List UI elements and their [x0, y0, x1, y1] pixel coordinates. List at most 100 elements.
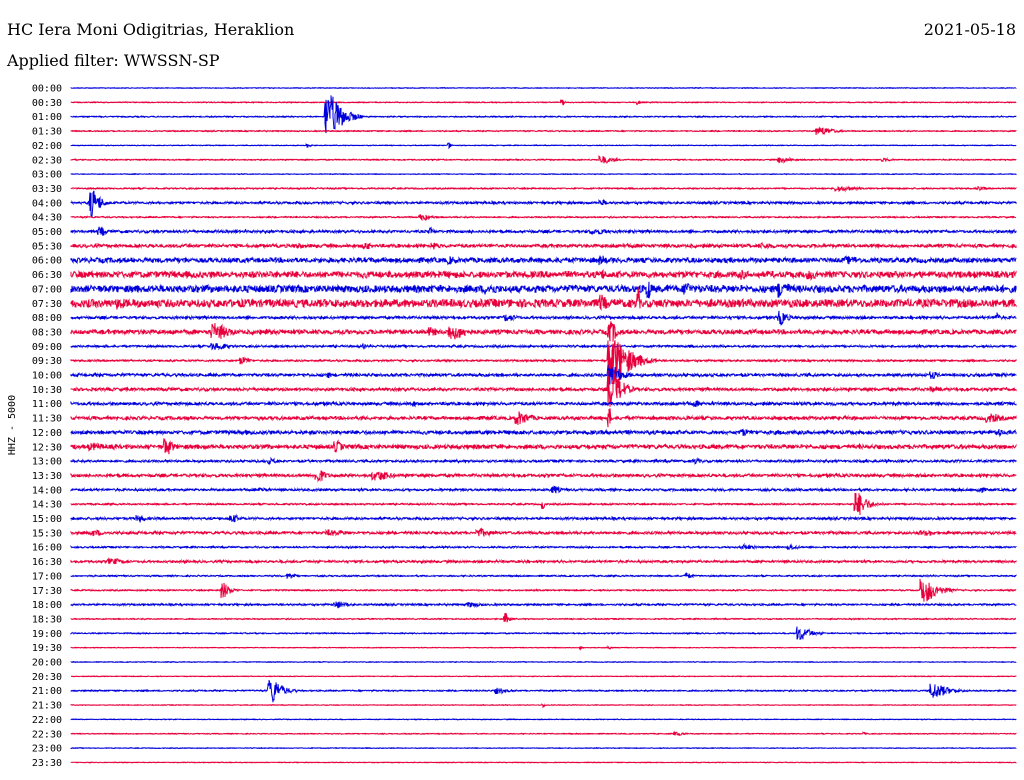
trace-line	[70, 644, 1017, 651]
trace-line	[70, 190, 1017, 218]
time-label: 11:30	[32, 414, 62, 425]
trace-line	[70, 142, 1017, 150]
trace-line	[70, 185, 1017, 193]
y-axis-label: HHZ - 5000	[7, 395, 18, 455]
time-label: 21:30	[32, 701, 62, 712]
trace-line	[70, 456, 1017, 466]
time-label: 03:30	[32, 184, 62, 195]
trace-line	[70, 703, 1017, 709]
time-label: 02:30	[32, 155, 62, 166]
time-label: 10:30	[32, 385, 62, 396]
time-label: 07:00	[32, 284, 62, 295]
time-label: 06:00	[32, 256, 62, 267]
trace-line	[70, 485, 1017, 494]
time-label: 20:30	[32, 672, 62, 683]
time-label: 22:30	[32, 729, 62, 740]
trace-line	[70, 255, 1017, 266]
trace-line	[70, 99, 1017, 106]
time-label: 20:00	[32, 658, 62, 669]
time-label: 04:00	[32, 198, 62, 209]
trace-line	[70, 342, 1017, 351]
time-label: 14:30	[32, 500, 62, 511]
trace-line	[70, 154, 1017, 165]
trace-group	[70, 86, 1017, 764]
trace-line	[70, 321, 1017, 342]
time-label: 22:00	[32, 715, 62, 726]
time-label-group: 00:00 00:30 01:00 01:30 02:00 02:30 03:00 03:30…	[32, 84, 62, 769]
filter-label: Applied filter: WWSSN-SP	[7, 51, 220, 70]
time-label: 00:00	[32, 84, 62, 95]
time-label: 01:00	[32, 112, 62, 123]
trace-line	[70, 542, 1017, 551]
trace-line	[70, 513, 1017, 523]
trace-line	[70, 408, 1017, 428]
time-label: 16:00	[32, 543, 62, 554]
time-label: 18:00	[32, 600, 62, 611]
time-label: 14:00	[32, 485, 62, 496]
trace-line	[71, 675, 1017, 678]
trace-line	[70, 126, 1017, 135]
time-label: 19:00	[32, 629, 62, 640]
record-date: 2021-05-18	[923, 20, 1016, 39]
trace-line	[70, 746, 1017, 750]
trace-line	[70, 660, 1017, 664]
trace-line	[70, 86, 1017, 90]
time-label: 15:00	[32, 514, 62, 525]
trace-line	[70, 470, 1017, 483]
trace-line	[70, 612, 1017, 623]
time-label: 12:30	[32, 442, 62, 453]
trace-line	[70, 730, 1017, 737]
time-label: 10:00	[32, 371, 62, 382]
time-label: 08:30	[32, 327, 62, 338]
time-label: 05:30	[32, 241, 62, 252]
time-label: 09:00	[32, 342, 62, 353]
trace-line	[70, 172, 1017, 176]
time-label: 09:30	[32, 356, 62, 367]
time-label: 00:30	[32, 98, 62, 109]
trace-line	[70, 761, 1017, 764]
trace-line	[70, 601, 1017, 609]
time-label: 17:30	[32, 586, 62, 597]
time-label: 18:30	[32, 614, 62, 625]
time-label: 07:30	[32, 299, 62, 310]
trace-line	[70, 213, 1017, 222]
station-title: HC Iera Moni Odigitrias, Heraklion	[7, 20, 295, 39]
time-label: 11:00	[32, 399, 62, 410]
trace-line	[70, 718, 1017, 721]
time-label: 06:30	[32, 270, 62, 281]
time-label: 04:30	[32, 213, 62, 224]
trace-line	[70, 364, 1017, 385]
trace-line	[70, 281, 1017, 299]
trace-line	[70, 428, 1017, 438]
time-label: 23:00	[32, 744, 62, 755]
trace-line	[70, 369, 1017, 407]
trace-line	[70, 286, 1017, 312]
trace-line	[70, 226, 1017, 236]
time-label: 08:00	[32, 313, 62, 324]
time-label: 17:00	[32, 571, 62, 582]
time-label: 03:00	[32, 170, 62, 181]
trace-line	[70, 557, 1017, 565]
trace-line	[70, 578, 1017, 602]
trace-line	[70, 571, 1017, 579]
time-label: 01:30	[32, 127, 62, 138]
trace-line	[70, 492, 1017, 516]
trace-line	[70, 242, 1017, 250]
time-label: 15:30	[32, 528, 62, 539]
trace-line	[70, 527, 1017, 538]
trace-line	[70, 626, 1017, 640]
time-label: 23:30	[32, 758, 62, 769]
time-label: 13:30	[32, 471, 62, 482]
time-label: 19:30	[32, 643, 62, 654]
trace-line	[70, 400, 1017, 408]
time-label: 05:00	[32, 227, 62, 238]
trace-line	[70, 340, 1017, 385]
trace-line	[70, 438, 1017, 455]
time-label: 02:00	[32, 141, 62, 152]
time-label: 21:00	[32, 686, 62, 697]
trace-line	[70, 95, 1017, 134]
time-label: 13:00	[32, 457, 62, 468]
time-label: 16:30	[32, 557, 62, 568]
trace-line	[70, 268, 1017, 281]
